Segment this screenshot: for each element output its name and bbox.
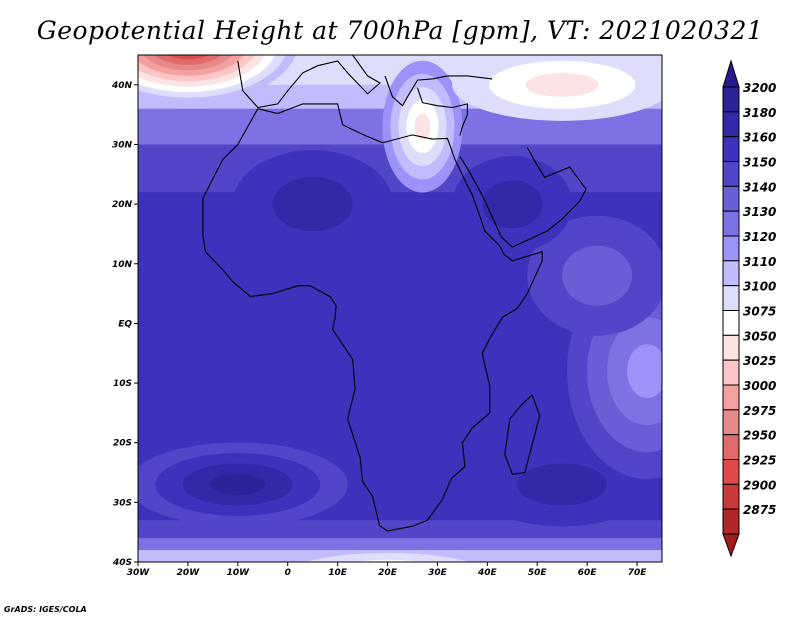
- colorbar-label: 3200: [743, 81, 776, 95]
- y-tick-label: 30S: [113, 498, 132, 508]
- field-contour: [154, 55, 222, 65]
- colorbar-label: 3075: [743, 305, 776, 319]
- x-tick-label: 30W: [127, 568, 151, 578]
- y-tick-label: 40S: [112, 558, 132, 568]
- x-tick-label: 30E: [428, 568, 448, 578]
- colorbar-label: 3000: [743, 379, 776, 393]
- colorbar-label: 3050: [743, 329, 776, 343]
- field-contour: [562, 245, 633, 306]
- y-tick-label: 20N: [112, 200, 133, 210]
- colorbar-swatch: [722, 434, 740, 460]
- colorbar-swatch: [722, 210, 740, 237]
- field-contour: [525, 72, 599, 97]
- map-frame: [137, 54, 663, 563]
- field-contour: [272, 177, 353, 232]
- colorbar-label: 2925: [743, 454, 776, 468]
- x-tick-label: 50E: [528, 568, 548, 578]
- y-tick-label: 30N: [112, 140, 133, 150]
- colorbar-swatch: [722, 136, 740, 163]
- x-tick-label: 20W: [177, 568, 201, 578]
- colorbar-label: 3100: [743, 280, 776, 294]
- field-contour: [178, 38, 198, 49]
- colorbar-label: 2900: [743, 478, 776, 492]
- colorbar-swatch: [722, 86, 740, 113]
- colorbar-top-arrow: [722, 59, 740, 88]
- credit-text: GrADS: IGES/COLA: [4, 605, 87, 614]
- x-tick-label: 10W: [227, 568, 251, 578]
- colorbar-swatch: [722, 409, 740, 436]
- africa-coastline: [202, 103, 543, 532]
- y-tick-label: 10S: [113, 379, 132, 389]
- field-contour: [167, 55, 209, 60]
- x-tick-label: 10E: [328, 568, 348, 578]
- colorbar-swatch: [722, 260, 740, 287]
- colorbar-label: 3130: [743, 205, 776, 219]
- y-tick-label: EQ: [118, 319, 132, 329]
- colorbar-swatch: [722, 459, 740, 485]
- field-contour: [482, 180, 543, 229]
- height-field: [138, 32, 662, 562]
- colorbar-label: 3160: [743, 131, 776, 145]
- y-tick-label: 20S: [113, 439, 132, 449]
- field-contour: [627, 344, 662, 399]
- colorbar-swatch: [722, 508, 740, 535]
- colorbar-swatch: [722, 310, 740, 336]
- x-tick-label: 60E: [578, 568, 598, 578]
- coastlines: [202, 55, 587, 532]
- x-tick-label: 40E: [477, 568, 498, 578]
- chart-title: Geopotential Height at 700hPa [gpm], VT:…: [36, 16, 764, 45]
- colorbar-label: 3025: [743, 354, 776, 368]
- y-axis-ticks: 40N 30N 20N 10N EQ 10S 20S 30S 40S: [111, 81, 138, 568]
- levant-coastline: [416, 87, 468, 136]
- field-contour: [168, 32, 208, 54]
- colorbar: 3200 3180 3160 3150 3140 3130 3120 3110 3100 3075…: [722, 59, 776, 558]
- colorbar-label: 2950: [743, 429, 776, 443]
- colorbar-swatch: [722, 235, 740, 262]
- colorbar-swatch: [722, 285, 740, 311]
- balkans-coastline: [384, 75, 493, 107]
- colorbar-label: 3120: [743, 230, 776, 244]
- x-tick-label: 20E: [378, 568, 398, 578]
- colorbar-swatch: [722, 384, 740, 411]
- colorbar-swatch: [722, 359, 740, 386]
- field-contour: [517, 463, 608, 506]
- colorbar-swatch: [722, 483, 740, 510]
- colorbar-label: 2975: [743, 404, 776, 418]
- colorbar-swatch: [722, 111, 740, 138]
- field-contour: [305, 552, 470, 562]
- colorbar-swatch: [722, 161, 740, 187]
- x-tick-label: 70E: [628, 568, 648, 578]
- colorbar-swatch: [722, 334, 740, 361]
- colorbar-label: 3180: [743, 106, 776, 120]
- colorbar-label: 3110: [743, 255, 776, 269]
- madagascar-coastline: [504, 394, 541, 475]
- y-tick-label: 10N: [112, 260, 133, 270]
- colorbar-bottom-arrow: [722, 533, 740, 558]
- x-axis-ticks: 30W 20W 10W 0 10E 20E 30E 40E 50E 60E 70E: [127, 562, 647, 578]
- y-tick-label: 40N: [111, 81, 133, 91]
- field-contour: [414, 113, 431, 140]
- colorbar-swatch: [722, 185, 740, 212]
- x-tick-label: 0: [285, 568, 291, 578]
- field-contour: [210, 473, 266, 495]
- colorbar-label: 3140: [743, 180, 776, 194]
- arabia-coastline: [459, 147, 587, 248]
- field-contour: [352, 559, 423, 562]
- colorbar-label: 2875: [743, 503, 776, 517]
- europe-coastline: [237, 55, 381, 109]
- colorbar-label: 3150: [743, 156, 776, 170]
